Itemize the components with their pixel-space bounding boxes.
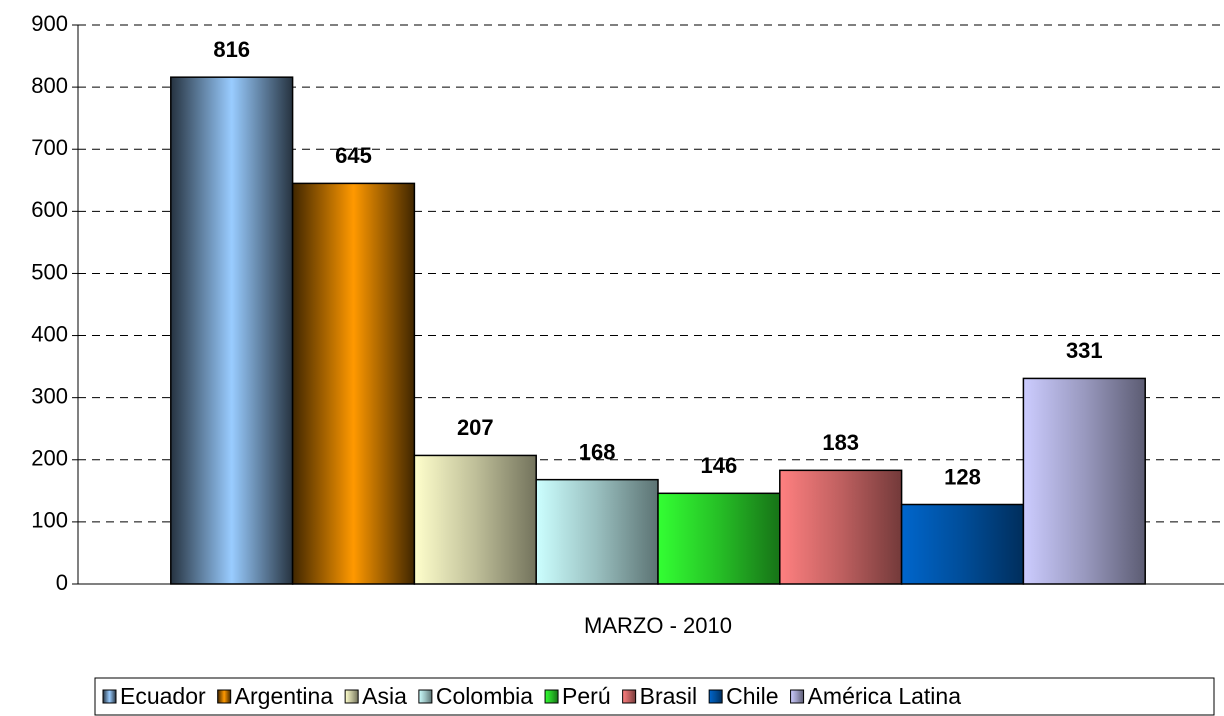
legend-swatch [418, 689, 433, 704]
legend-label: América Latina [808, 683, 962, 709]
bar [900, 503, 1025, 585]
y-tick-label: 800 [31, 73, 68, 98]
data-label: 645 [335, 143, 372, 168]
bar [413, 454, 537, 585]
legend-box [94, 677, 1215, 716]
y-tick-label: 400 [31, 321, 68, 346]
y-tick-label: 200 [31, 446, 68, 471]
legend-label: Perú [562, 683, 611, 709]
y-tick-label: 600 [31, 197, 68, 222]
y-tick-label: 100 [31, 508, 68, 533]
legend-swatch [790, 689, 805, 704]
data-label: 207 [457, 415, 494, 440]
bar [1022, 377, 1146, 585]
legend-swatch [622, 689, 637, 704]
y-tick-label: 900 [31, 11, 68, 36]
legend-label: Ecuador [120, 683, 206, 709]
legend-swatch [217, 689, 232, 704]
x-tick-label: MARZO - 2010 [584, 613, 732, 638]
data-label: 168 [579, 439, 616, 464]
legend-label: Colombia [436, 683, 533, 709]
legend-swatch [344, 689, 359, 704]
y-tick-label: 700 [31, 135, 68, 160]
bar [170, 76, 294, 585]
bar [657, 492, 781, 585]
y-tick-label: 0 [56, 570, 68, 595]
legend-label: Asia [362, 683, 407, 709]
legend-label: Argentina [235, 683, 334, 709]
bar [291, 182, 416, 585]
legend-label: Chile [726, 683, 778, 709]
data-label: 331 [1066, 338, 1103, 363]
y-tick-label: 500 [31, 259, 68, 284]
legend-label: Brasil [640, 683, 698, 709]
legend-swatch [102, 689, 117, 704]
data-label: 816 [213, 37, 250, 62]
bar [535, 478, 659, 585]
data-label: 183 [822, 430, 859, 455]
data-label: 128 [944, 464, 981, 489]
legend-swatch [708, 689, 723, 704]
y-tick-label: 300 [31, 383, 68, 408]
data-label: 146 [701, 453, 738, 478]
bar [779, 469, 903, 585]
legend-swatch [544, 689, 559, 704]
